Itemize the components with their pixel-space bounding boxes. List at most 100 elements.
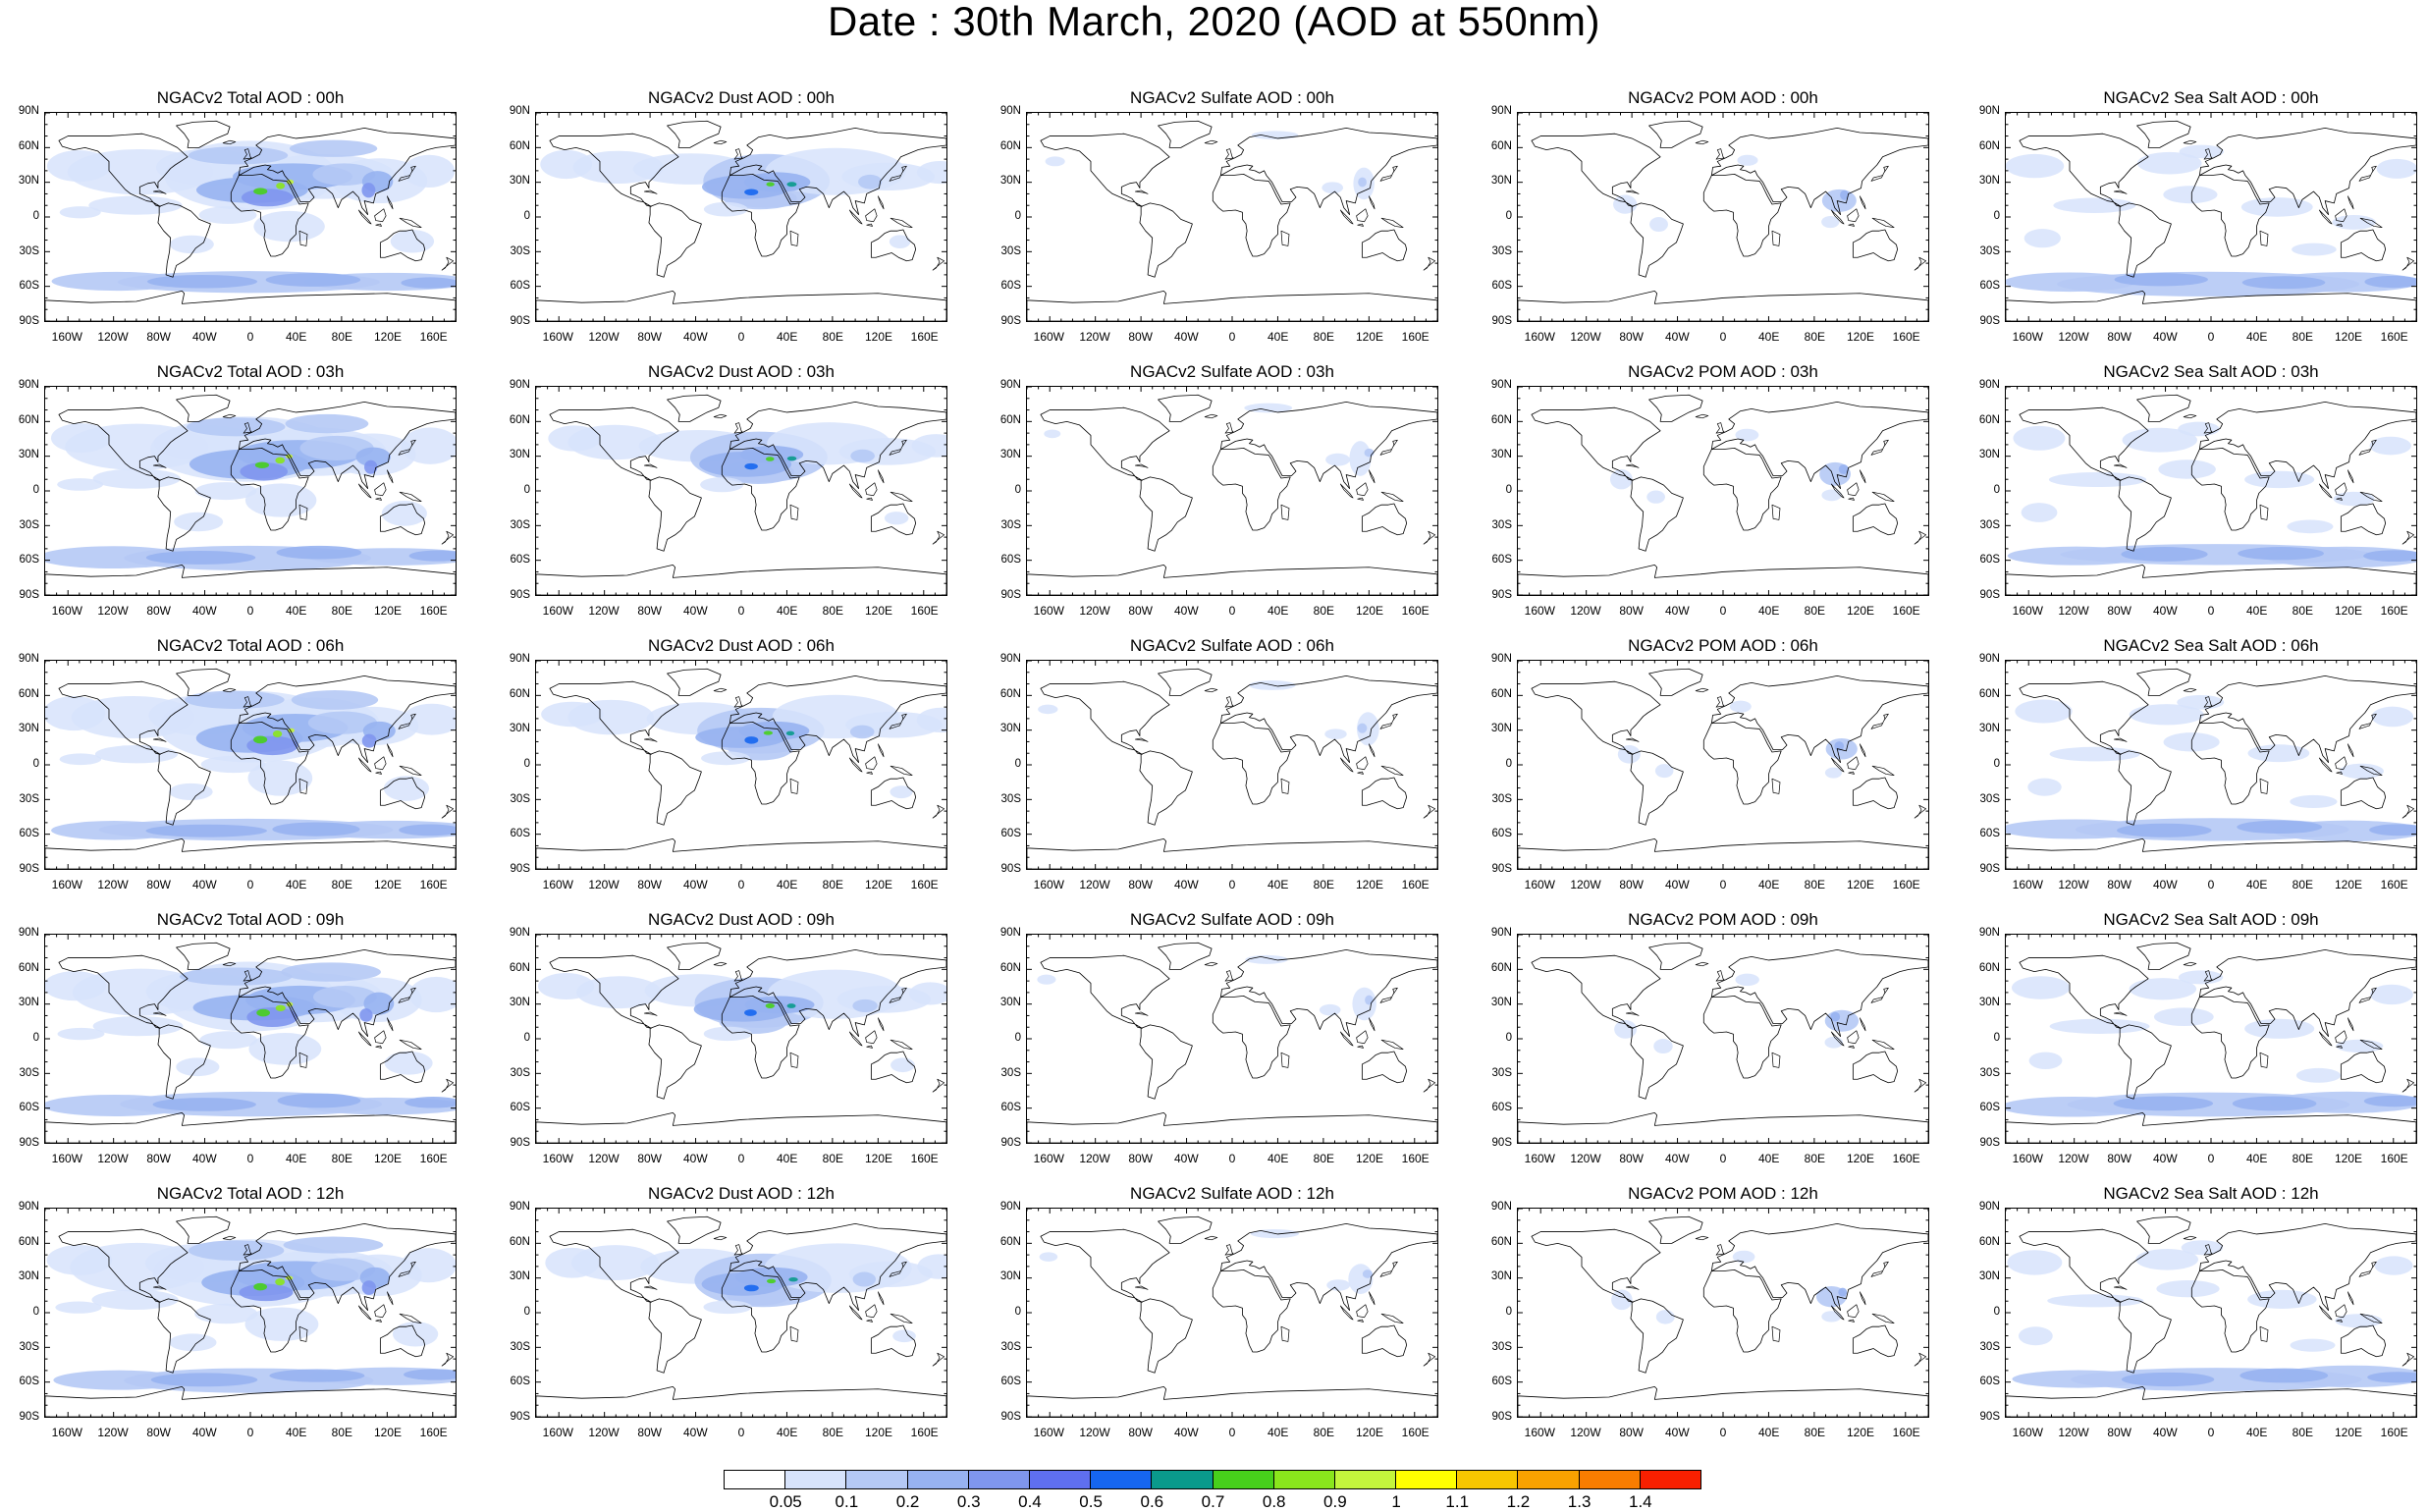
aod-plume <box>355 447 391 467</box>
lat-tick-label: 60S <box>1000 1102 1021 1114</box>
coastlines <box>1518 394 1928 595</box>
continent-outline <box>1040 406 1170 481</box>
aod-plume <box>744 189 759 196</box>
lat-tick-label: 60S <box>19 280 39 293</box>
lon-tick-label: 0 <box>1719 604 1727 618</box>
aod-plume <box>194 482 257 501</box>
continent-outline <box>721 174 800 257</box>
island-outline <box>2335 1030 2347 1045</box>
lon-tick-label: 80W <box>1128 1426 1153 1439</box>
lat-tick-label: 0 <box>1505 210 1512 222</box>
aod-map-plot <box>2006 935 2416 1143</box>
continent-outline <box>1361 229 1408 262</box>
island-outline <box>1830 757 1845 773</box>
lon-tick-label: 120E <box>1355 604 1384 618</box>
lat-tick-label: 90S <box>1000 1411 1021 1423</box>
lon-tick-label: 120W <box>2058 604 2089 618</box>
lon-tick-label: 80W <box>1619 604 1644 618</box>
lon-tick-label: 80W <box>637 1426 662 1439</box>
lat-tick-label: 60S <box>1491 1102 1512 1114</box>
colorbar-segment <box>1151 1470 1214 1489</box>
tick-marks <box>1518 387 1928 595</box>
lon-tick-label: 160E <box>910 1426 939 1439</box>
island-outline <box>2347 743 2354 758</box>
lon-tick-label: 80W <box>1128 604 1153 618</box>
island-outline <box>733 1244 743 1256</box>
colorbar-label: 0.9 <box>1323 1492 1347 1511</box>
island-outline <box>398 1261 416 1277</box>
continent-outline <box>2136 668 2191 696</box>
lat-tick-label: 30S <box>19 518 39 531</box>
tick-marks <box>2006 1209 2416 1417</box>
aod-plume <box>404 1369 456 1380</box>
lon-tick-label: 40W <box>191 878 217 891</box>
colorbar-label: 1.2 <box>1506 1492 1531 1511</box>
aod-plume <box>51 821 178 840</box>
panel-title: NGACv2 POM AOD : 09h <box>1628 910 1818 929</box>
island-outline <box>889 1261 907 1277</box>
island-outline <box>1715 696 1725 708</box>
lon-tick-label: 160W <box>1033 604 1064 618</box>
lon-tick-label: 120W <box>1570 878 1601 891</box>
island-outline <box>877 195 885 210</box>
aod-plume <box>765 457 775 461</box>
lon-tick-label: 40E <box>2245 1426 2268 1439</box>
colorbar-segment <box>1456 1470 1519 1489</box>
aod-plume <box>2367 1372 2416 1383</box>
continent-outline <box>58 954 189 1029</box>
continent-outline <box>1219 675 1437 764</box>
lon-tick-label: 160W <box>1033 330 1064 344</box>
lon-tick-label: 40W <box>2152 330 2178 344</box>
island-outline <box>890 1039 913 1050</box>
aod-map-plot <box>1518 935 1928 1143</box>
continent-outline <box>1027 837 1437 869</box>
lat-tick-label: 90S <box>1979 315 2000 327</box>
world-map <box>2005 660 2417 870</box>
lon-tick-label: 80E <box>822 1152 843 1165</box>
continent-outline <box>1852 229 1899 262</box>
world-map <box>1026 934 1438 1144</box>
aod-plume <box>911 434 946 458</box>
island-outline <box>1380 1313 1404 1323</box>
lat-tick-label: 60S <box>1979 554 2000 567</box>
island-outline <box>1715 970 1725 982</box>
island-outline <box>243 148 252 160</box>
island-outline <box>1204 1235 1218 1241</box>
island-outline <box>866 771 873 775</box>
aod-plume <box>91 1289 179 1311</box>
island-outline <box>152 1011 167 1016</box>
lon-tick-label: 40W <box>1173 330 1199 344</box>
aod-plume <box>269 1369 365 1382</box>
map-panel-dust-03h: NGACv2 Dust AOD : 03h 90N 60N 30N 0 30S 60S 90S… <box>491 362 972 637</box>
continent-outline <box>2019 133 2149 207</box>
panel-title: NGACv2 Total AOD : 12h <box>156 1184 345 1203</box>
island-outline <box>890 217 913 228</box>
continent-outline <box>58 1228 189 1303</box>
world-map <box>44 660 457 870</box>
lon-tick-label: 40E <box>1267 604 1289 618</box>
lon-tick-label: 40W <box>1173 604 1199 618</box>
island-outline <box>1625 1011 1640 1016</box>
colorbar-segment <box>1333 1470 1397 1489</box>
aod-plume <box>150 1373 258 1387</box>
lon-tick-label: 40E <box>1267 878 1289 891</box>
island-outline <box>386 743 394 758</box>
colorbar-label: 1.1 <box>1445 1492 1470 1511</box>
aod-plume <box>2363 1095 2416 1107</box>
lon-tick-label: 40E <box>285 878 307 891</box>
lon-tick-label: 80W <box>637 604 662 618</box>
island-outline <box>1280 230 1290 246</box>
aod-plume <box>2006 153 2065 179</box>
colorbar-segment <box>1028 1470 1092 1489</box>
lat-tick-label: 90S <box>19 589 39 601</box>
panel-title: NGACv2 Dust AOD : 06h <box>648 636 835 655</box>
aod-plume <box>1646 490 1665 504</box>
island-outline <box>1423 530 1436 545</box>
panel-title: NGACv2 Sea Salt AOD : 06h <box>2103 636 2319 655</box>
colorbar-label: 0.1 <box>835 1492 859 1511</box>
island-outline <box>2203 970 2213 982</box>
continent-outline <box>1630 1024 1684 1100</box>
lat-tick-label: 90N <box>509 105 530 117</box>
aod-plume <box>147 275 258 289</box>
aod-plume <box>1821 489 1842 502</box>
